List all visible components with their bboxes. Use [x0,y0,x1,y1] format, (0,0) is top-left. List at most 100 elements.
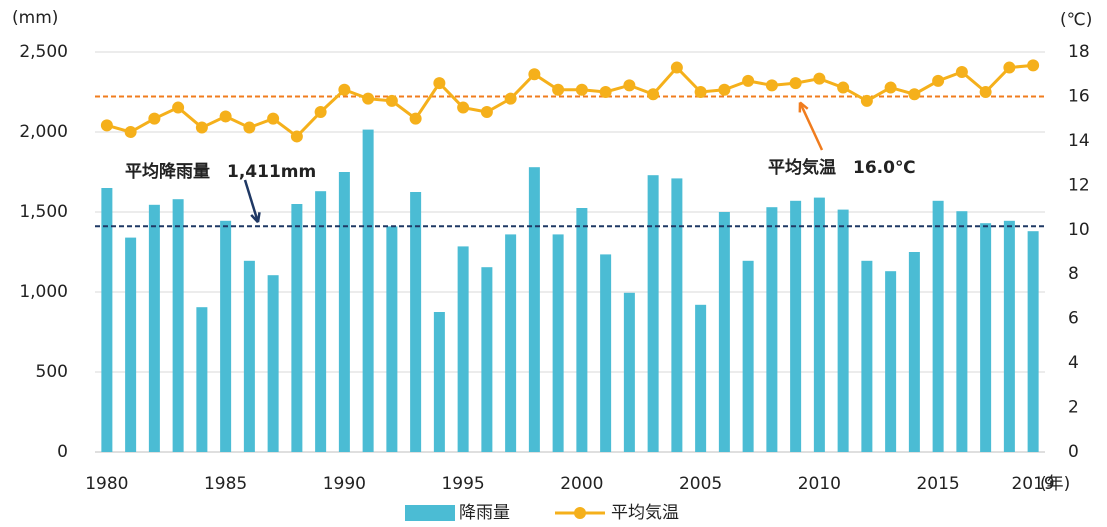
temperature-point [979,86,992,98]
legend-label: 降雨量 [459,503,510,523]
legend-swatch [405,505,455,521]
temperature-point [480,106,493,118]
bar [766,207,778,452]
temperature-point [338,83,351,96]
temperature-point [908,88,921,101]
x-tick-label: 1985 [204,474,247,494]
bar [932,200,944,452]
bar [481,267,493,452]
y2-tick-label: 8 [1068,264,1079,284]
temperature-line [106,63,1034,139]
bar [908,252,920,452]
bar [196,307,208,452]
y-tick-label: 1,500 [19,202,68,222]
y2-tick-label: 10 [1068,220,1090,240]
y-unit: (mm) [12,8,58,28]
bar [338,172,350,452]
temperature-point [457,101,470,114]
temperature-point [599,86,612,98]
bar [576,208,588,452]
temperature-point [314,106,327,118]
y-tick-label: 2,500 [19,42,68,62]
bar [623,292,635,452]
temperature-point [385,94,398,107]
bar [837,209,849,452]
bar [861,260,873,452]
temperature-point [575,83,588,96]
temperature-point [718,83,731,96]
arrow-head [250,212,261,224]
bar [125,237,137,452]
temperature-point [504,92,517,105]
x-tick-label: 2005 [679,474,722,494]
x-tick-label: 1980 [85,474,128,494]
temperature-point [647,88,660,101]
bar [647,175,659,452]
temperature-point [623,79,636,92]
x-tick-label: 2015 [916,474,959,494]
temperature-point [100,119,113,132]
y2-tick-label: 6 [1068,309,1079,329]
bar [718,212,730,452]
annotation-arrow [798,101,824,151]
temperature-point [267,112,280,125]
bar [362,129,374,452]
annotation: 平均降雨量 1,411mm [125,161,316,182]
bar [813,197,825,452]
temperature-point [290,130,303,143]
temperature-point [789,77,802,90]
temperature-point [552,83,565,96]
temperature-point [219,110,232,123]
bar [552,234,564,452]
y2-tick-label: 0 [1068,442,1079,462]
bar [671,178,683,452]
bar [790,200,802,452]
temperature-point [362,92,375,105]
temperature-point [837,81,850,94]
bar [148,204,160,452]
x-tick-label: 2019 [1011,474,1054,494]
temperature-point [670,61,683,74]
bar [410,192,422,452]
temperature-point [148,112,161,125]
temperature-point [813,72,826,85]
x-tick-label: 1995 [441,474,484,494]
bar [600,254,612,452]
temperature-point [1027,59,1040,72]
bar [505,234,517,452]
temperature-point [243,121,256,134]
legend-marker [574,507,586,519]
temperature-point [409,112,422,125]
y2-unit: (℃) [1060,10,1092,30]
y-tick-label: 0 [57,442,68,462]
y2-tick-label: 18 [1068,42,1090,62]
bar [1027,231,1039,452]
bar [220,220,232,452]
bar [742,260,754,452]
bar [386,226,398,452]
y-tick-label: 500 [36,362,68,382]
x-unit: (年) [1040,474,1070,494]
temperature-point [433,77,446,90]
bar [172,199,184,452]
bar [291,204,303,452]
legend-label: 平均気温 [611,503,679,523]
x-tick-label: 2000 [560,474,603,494]
temperature-point [694,86,707,98]
bar [956,211,968,452]
bar [433,312,445,452]
y2-tick-label: 14 [1068,131,1090,151]
bar [243,260,255,452]
y2-tick-label: 4 [1068,353,1079,373]
bar [980,223,992,452]
temperature-point [124,126,137,138]
x-tick-label: 2010 [798,474,841,494]
y-tick-label: 1,000 [19,282,68,302]
y2-tick-label: 12 [1068,175,1090,195]
bar [528,167,540,452]
temperature-point [765,79,778,92]
temperature-point [195,121,208,134]
arrow-head [798,101,809,113]
temperature-point [884,81,897,94]
